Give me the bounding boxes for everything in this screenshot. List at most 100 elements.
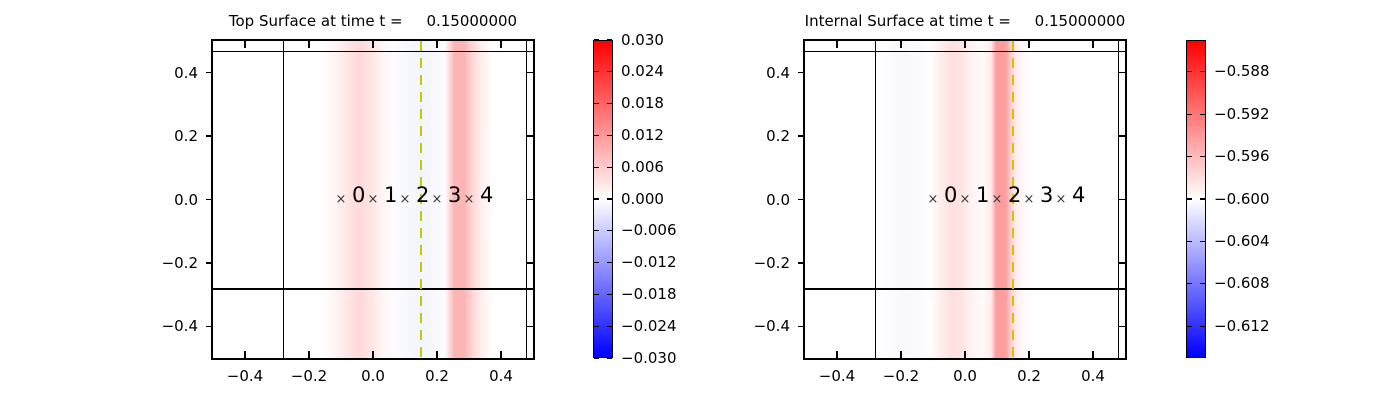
colorbar-gradient — [1186, 40, 1206, 358]
colorbar-tick — [607, 293, 612, 296]
colorbar-tick — [594, 134, 599, 137]
colorbar-tick-label: 0.012 — [621, 125, 664, 144]
colorbar-tick — [1200, 155, 1205, 158]
x-tick-label: 0.4 — [1081, 367, 1105, 385]
y-tick — [798, 262, 805, 264]
marker-index-label: 3 — [448, 183, 462, 207]
colorbar-tick — [1187, 198, 1192, 200]
y-tick-label: 0.0 — [766, 190, 790, 209]
colorbar-tick — [594, 102, 599, 105]
colorbar-tick — [594, 39, 599, 41]
colorbar-tick-label: −0.604 — [1214, 231, 1270, 250]
x-tick-label: 0.2 — [1017, 367, 1041, 385]
x-tick — [372, 351, 374, 358]
marker-cross-icon: × — [959, 191, 971, 207]
marker-cross-icon: × — [367, 191, 379, 207]
colorbar-tick — [607, 325, 612, 327]
x-tick — [244, 351, 246, 358]
x-tick — [372, 41, 374, 48]
x-tick — [500, 351, 502, 358]
colorbar-tick-label: −0.596 — [1214, 147, 1270, 166]
colorbar-tick — [1200, 113, 1205, 115]
y-tick-label: −0.4 — [753, 317, 790, 336]
colorbar-gradient — [593, 40, 613, 358]
colorbar-tick — [1187, 240, 1192, 243]
colorbar-tick-label: −0.024 — [621, 316, 677, 335]
x-tick — [500, 41, 502, 48]
x-tick — [836, 41, 838, 48]
colorbar-tick — [607, 134, 612, 137]
y-tick — [206, 262, 213, 264]
x-tick — [436, 41, 438, 48]
marker-cross-icon: × — [1023, 191, 1035, 207]
marker-index-label: 1 — [384, 183, 398, 207]
colorbar-tick — [1200, 283, 1205, 285]
x-tick-label: −0.2 — [882, 367, 920, 385]
colorbar-tick — [594, 293, 599, 296]
y-tick-label: −0.2 — [753, 253, 790, 272]
marker-cross-icon: × — [335, 191, 347, 207]
x-tick — [1028, 41, 1030, 48]
x-tick-label: 0.0 — [361, 367, 385, 385]
x-tick — [308, 351, 310, 358]
y-tick — [798, 325, 805, 327]
colorbar-tick — [1200, 71, 1205, 73]
y-tick-label: 0.4 — [174, 63, 198, 82]
y-tick — [1118, 262, 1125, 264]
marker-index-label: 4 — [1072, 183, 1086, 207]
x-tick — [308, 41, 310, 48]
marker-index-label: 2 — [416, 183, 430, 207]
colorbar-tick-label: 0.006 — [621, 157, 664, 176]
colorbar-tick — [1187, 113, 1192, 115]
colorbar-tick-label: −0.600 — [1214, 189, 1270, 208]
heatmap-layer — [213, 41, 533, 358]
y-tick-label: 0.0 — [174, 190, 198, 209]
colorbar-tick — [607, 102, 612, 105]
colorbar-tick-label: 0.018 — [621, 94, 664, 113]
colorbar-tick — [1200, 198, 1205, 200]
x-tick — [900, 351, 902, 358]
y-tick-label: 0.2 — [174, 127, 198, 146]
y-tick — [1118, 325, 1125, 327]
colorbar-tick — [1187, 283, 1192, 285]
domain-boundary-line — [213, 288, 533, 291]
colorbar-tick — [1200, 240, 1205, 243]
marker-cross-icon: × — [463, 191, 475, 207]
colorbar-tick — [1187, 155, 1192, 158]
x-tick-label: 0.0 — [953, 367, 977, 385]
x-tick-label: −0.4 — [818, 367, 856, 385]
colorbar-tick — [607, 71, 612, 73]
x-tick — [836, 351, 838, 358]
colorbar-tick — [1187, 325, 1192, 327]
marker-index-label: 0 — [944, 183, 958, 207]
y-tick — [206, 325, 213, 327]
y-tick-label: 0.4 — [766, 63, 790, 82]
colorbar-tick-label: 0.000 — [621, 189, 664, 208]
marker-cross-icon: × — [399, 191, 411, 207]
colorbar-tick — [607, 166, 612, 168]
y-tick — [1118, 135, 1125, 137]
plot-border — [211, 39, 535, 360]
heatmap-layer — [805, 41, 1125, 358]
x-tick — [1028, 351, 1030, 358]
chart-title: Top Surface at time t = 0.15000000 — [228, 12, 518, 30]
y-tick — [526, 72, 533, 74]
y-tick — [526, 262, 533, 264]
colorbar-tick-label: −0.006 — [621, 221, 677, 240]
x-tick — [964, 41, 966, 48]
colorbar-tick — [607, 39, 612, 41]
colorbar-tick — [594, 357, 599, 359]
y-tick — [1118, 72, 1125, 74]
colorbar-tick-label: −0.588 — [1214, 62, 1270, 81]
colorbar-tick — [1200, 325, 1205, 327]
colorbar-tick — [594, 166, 599, 168]
x-tick — [1092, 41, 1094, 48]
colorbar-tick — [594, 325, 599, 327]
colorbar-tick — [607, 198, 612, 200]
domain-boundary-line — [213, 50, 533, 53]
x-tick-label: −0.4 — [226, 367, 264, 385]
y-tick — [1118, 198, 1125, 201]
x-tick-label: 0.2 — [425, 367, 449, 385]
colorbar-tick-label: −0.030 — [621, 348, 677, 367]
